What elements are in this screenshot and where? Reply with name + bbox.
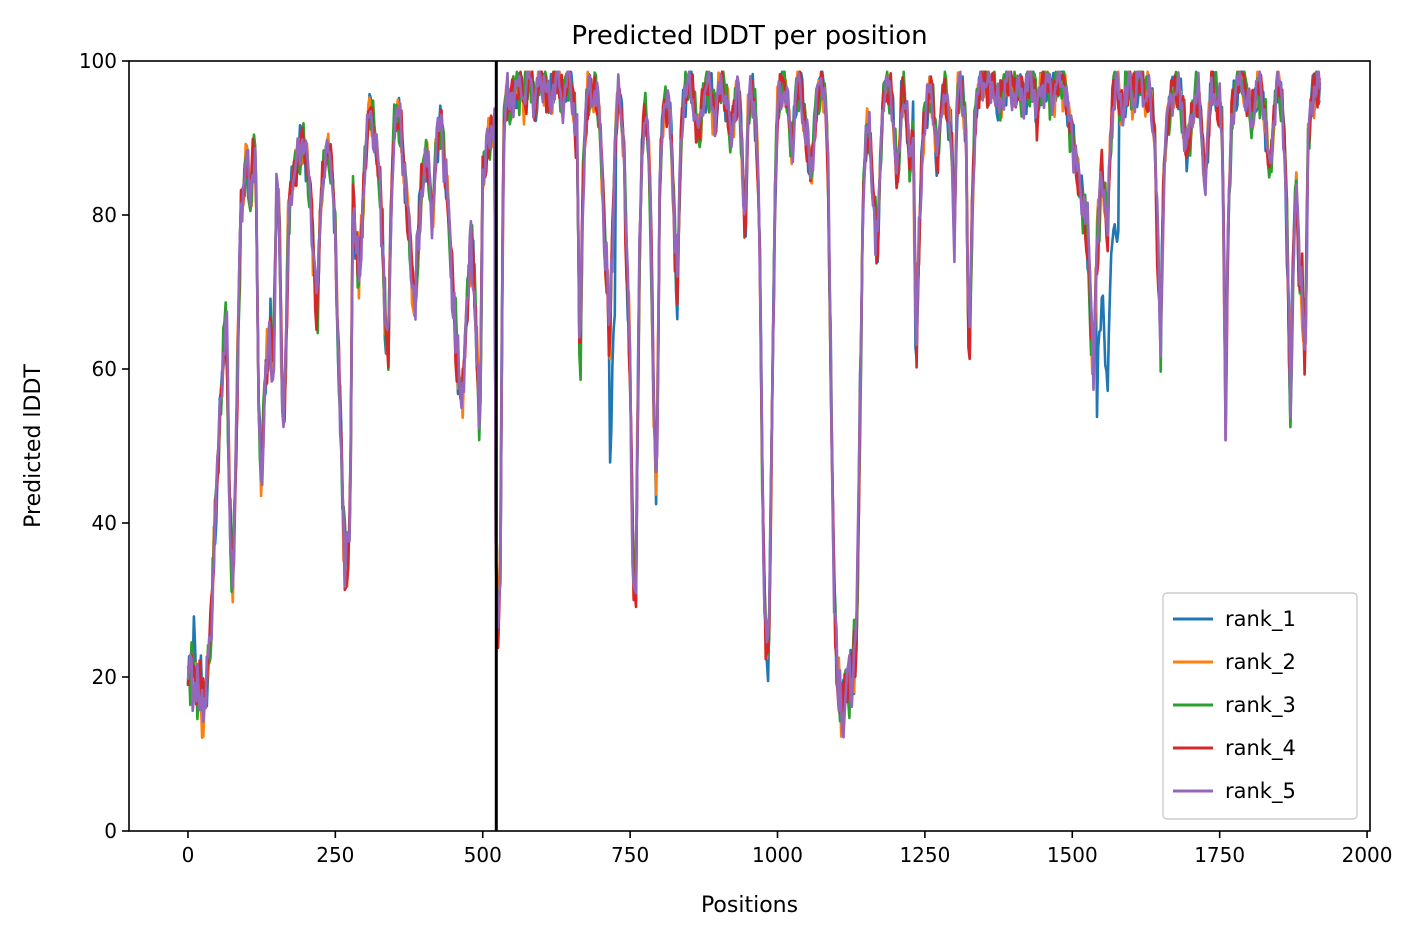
series-line-rank_3	[186, 70, 1322, 723]
chart-title: Predicted lDDT per position	[571, 21, 927, 51]
x-tick-label: 500	[464, 843, 502, 867]
x-tick-label: 250	[316, 843, 354, 867]
x-tick-label: 1500	[1047, 843, 1098, 867]
legend-label-rank_4: rank_4	[1225, 736, 1296, 761]
y-tick-label: 0	[104, 819, 117, 843]
x-axis: 0 250 500 750 1000 1250 1500 1750 2000	[182, 831, 1393, 867]
series-line-rank_1	[186, 70, 1322, 712]
series-line-rank_2	[186, 70, 1322, 739]
legend-label-rank_1: rank_1	[1225, 607, 1296, 632]
y-axis: 0 20 40 60 80 100	[79, 49, 129, 843]
x-tick-label: 1250	[899, 843, 950, 867]
series-line-rank_5	[186, 70, 1322, 739]
x-tick-label: 1750	[1194, 843, 1245, 867]
x-tick-label: 1000	[752, 843, 803, 867]
x-tick-label: 0	[182, 843, 195, 867]
y-tick-label: 80	[92, 203, 117, 227]
axes-frame	[128, 60, 1371, 832]
x-tick-label: 750	[611, 843, 649, 867]
y-tick-label: 20	[92, 665, 117, 689]
series-group	[186, 70, 1322, 739]
legend-box	[1162, 592, 1358, 820]
series-line-rank_4	[186, 70, 1322, 715]
legend-label-rank_2: rank_2	[1225, 650, 1296, 675]
y-tick-label: 60	[92, 357, 117, 381]
plot-area	[186, 61, 1322, 831]
legend-label-rank_3: rank_3	[1225, 693, 1296, 718]
x-axis-label: Positions	[701, 893, 798, 918]
y-tick-label: 100	[79, 49, 117, 73]
y-tick-label: 40	[92, 511, 117, 535]
x-tick-label: 2000	[1342, 843, 1393, 867]
legend: rank_1 rank_2 rank_3 rank_4 rank_5	[1162, 592, 1358, 820]
y-axis-label: Predicted lDDT	[21, 364, 46, 528]
legend-label-rank_5: rank_5	[1225, 779, 1296, 804]
